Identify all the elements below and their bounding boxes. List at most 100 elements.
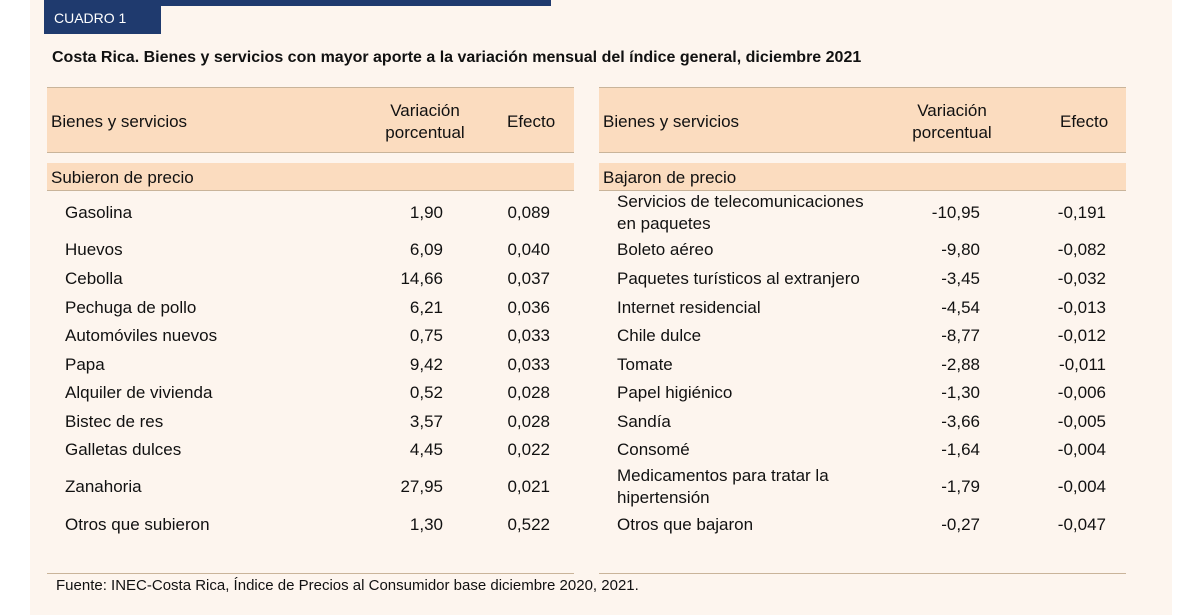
item-name: Otros que bajaron <box>617 514 753 536</box>
item-name: Papel higiénico <box>617 382 732 404</box>
header-variation-line2: porcentual <box>912 123 992 142</box>
item-effect: 0,021 <box>507 477 550 496</box>
item-name-line: Automóviles nuevos <box>65 326 218 345</box>
item-variation: 14,66 <box>400 269 443 288</box>
item-variation: -9,80 <box>941 240 980 259</box>
header-variation-line2: porcentual <box>385 123 465 142</box>
item-name: Paquetes turísticos al extranjero <box>617 268 860 290</box>
item-variation: 27,95 <box>400 477 443 496</box>
item-effect: -0,004 <box>1057 440 1106 459</box>
item-name-line: Gasolina <box>65 203 133 222</box>
header-name: Bienes y servicios <box>603 112 740 131</box>
item-variation: -4,54 <box>941 298 980 317</box>
item-variation: 0,75 <box>409 326 443 345</box>
item-effect: 0,033 <box>507 355 550 374</box>
item-variation: 6,09 <box>409 240 443 259</box>
table-badge: CUADRO 1 <box>44 6 161 34</box>
item-name-line: Internet residencial <box>617 298 761 317</box>
section-band: Bajaron de precio <box>599 163 1126 191</box>
item-name-line: Boleto aéreo <box>617 240 714 259</box>
item-variation: 1,30 <box>409 515 443 534</box>
source-note: Fuente: INEC-Costa Rica, Índice de Preci… <box>56 577 639 594</box>
section-band: Subieron de precio <box>47 163 574 191</box>
item-name: Tomate <box>617 354 673 376</box>
table-right-bottom-rule <box>599 573 1126 574</box>
item-name: Medicamentos para tratar la hipertensión <box>617 465 829 509</box>
item-effect: -0,082 <box>1057 240 1106 259</box>
item-variation: -10,95 <box>931 203 980 222</box>
item-effect: 0,028 <box>507 383 550 402</box>
header-effect: Efecto <box>507 112 556 131</box>
item-name-line: Otros que bajaron <box>617 515 754 534</box>
table-right: Bienes y servicios Variación porcentual … <box>599 87 1126 534</box>
item-variation: 9,42 <box>409 355 443 374</box>
item-name-line: hipertensión <box>617 488 710 507</box>
item-effect: -0,012 <box>1057 326 1106 345</box>
item-variation: 6,21 <box>409 298 443 317</box>
item-name: Chile dulce <box>617 325 701 347</box>
item-variation: -3,45 <box>941 269 980 288</box>
item-effect: -0,005 <box>1057 412 1106 431</box>
item-variation: -1,30 <box>941 383 980 402</box>
item-effect: 0,036 <box>507 298 550 317</box>
item-effect: -0,032 <box>1057 269 1106 288</box>
table-title: Costa Rica. Bienes y servicios con mayor… <box>52 49 862 66</box>
table-left-bottom-rule <box>47 573 574 574</box>
item-variation: -2,88 <box>941 355 980 374</box>
item-name: Galletas dulces <box>65 439 181 461</box>
section-label: Bajaron de precio <box>603 168 737 187</box>
item-effect: -0,004 <box>1057 477 1106 496</box>
item-name: Bistec de res <box>65 411 163 433</box>
item-variation: -0,27 <box>941 515 980 534</box>
item-name-line: en paquetes <box>617 214 711 233</box>
item-effect: 0,028 <box>507 412 550 431</box>
item-name-line: Galletas dulces <box>65 440 182 459</box>
item-name: Gasolina <box>65 202 132 224</box>
item-name-line: Medicamentos para tratar la <box>617 466 829 485</box>
item-name: Otros que subieron <box>65 514 210 536</box>
header-variation: Variación porcentual <box>365 100 485 144</box>
item-name: Cebolla <box>65 268 123 290</box>
item-name-line: Zanahoria <box>65 477 142 496</box>
item-name-line: Cebolla <box>65 269 123 288</box>
item-effect: 0,033 <box>507 326 550 345</box>
item-name: Automóviles nuevos <box>65 325 217 347</box>
item-name: Boleto aéreo <box>617 239 713 261</box>
header-name: Bienes y servicios <box>51 112 188 131</box>
table-header: Bienes y servicios Variación porcentual … <box>47 87 574 153</box>
item-name-line: Otros que subieron <box>65 515 210 534</box>
header-variation-line1: Variación <box>390 101 460 120</box>
item-name-line: Servicios de telecomunicaciones <box>617 192 864 211</box>
item-name-line: Bistec de res <box>65 412 164 431</box>
item-name-line: Alquiler de vivienda <box>65 383 213 402</box>
item-variation: 4,45 <box>409 440 443 459</box>
item-name: Sandía <box>617 411 671 433</box>
table-header: Bienes y servicios Variación porcentual … <box>599 87 1126 153</box>
item-variation: 3,57 <box>409 412 443 431</box>
item-name-line: Papa <box>65 355 105 374</box>
header-effect: Efecto <box>1060 112 1109 131</box>
item-name: Zanahoria <box>65 476 142 498</box>
item-effect: -0,047 <box>1057 515 1106 534</box>
item-name: Papa <box>65 354 105 376</box>
top-accent-bar <box>44 0 551 6</box>
item-effect: 0,089 <box>507 203 550 222</box>
item-name: Alquiler de vivienda <box>65 382 212 404</box>
item-name-line: Sandía <box>617 412 671 431</box>
item-effect: -0,191 <box>1057 203 1106 222</box>
item-name: Pechuga de pollo <box>65 297 196 319</box>
header-variation-line1: Variación <box>917 101 987 120</box>
item-effect: 0,022 <box>507 440 550 459</box>
item-variation: -1,79 <box>941 477 980 496</box>
item-name-line: Consomé <box>617 440 690 459</box>
item-name-line: Paquetes turísticos al extranjero <box>617 269 860 288</box>
header-variation: Variación porcentual <box>892 100 1012 144</box>
item-variation: 1,90 <box>409 203 443 222</box>
table-left: Bienes y servicios Variación porcentual … <box>47 87 574 534</box>
item-effect: 0,037 <box>507 269 550 288</box>
item-effect: -0,006 <box>1057 383 1106 402</box>
item-name-line: Huevos <box>65 240 123 259</box>
item-effect: 0,040 <box>507 240 550 259</box>
section-label: Subieron de precio <box>51 168 194 187</box>
item-effect: -0,011 <box>1059 355 1106 374</box>
